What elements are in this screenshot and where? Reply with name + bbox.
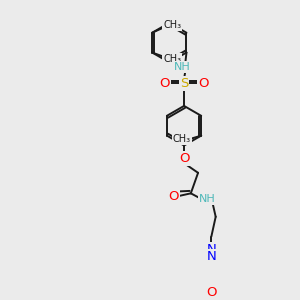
Text: CH₃: CH₃: [173, 134, 191, 144]
Text: NH: NH: [174, 62, 191, 72]
Text: O: O: [206, 286, 217, 299]
Text: O: O: [160, 77, 170, 90]
Text: NH: NH: [199, 194, 216, 204]
Text: O: O: [179, 152, 189, 165]
Text: S: S: [180, 77, 188, 90]
Text: N: N: [206, 250, 216, 262]
Text: CH₃: CH₃: [163, 54, 181, 64]
Text: O: O: [168, 190, 179, 203]
Text: N: N: [206, 243, 216, 256]
Text: CH₃: CH₃: [163, 20, 181, 31]
Text: O: O: [198, 77, 208, 90]
